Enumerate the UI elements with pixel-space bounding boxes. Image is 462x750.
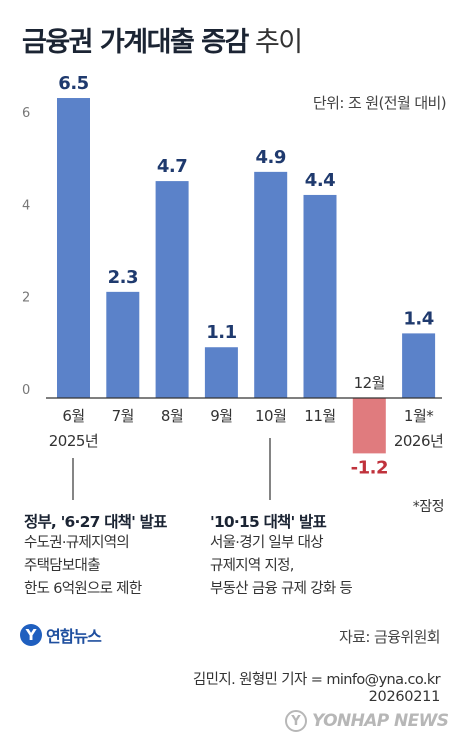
event-line: 주택담보대출 xyxy=(24,558,101,574)
bar xyxy=(155,181,189,398)
event-line: 한도 6억원으로 제한 xyxy=(24,581,142,597)
x-tick-label: 1월* xyxy=(404,407,434,425)
bar-value-label: 1.4 xyxy=(403,308,433,329)
yonhap-logo: Y 연합뉴스 xyxy=(20,622,102,648)
bar-value-label: 4.7 xyxy=(157,156,187,177)
logo-text: 연합뉴스 xyxy=(46,627,102,646)
x-tick-sublabel: 2025년 xyxy=(49,432,98,450)
x-tick-sublabel: 2026년 xyxy=(394,432,443,450)
x-tick-label: 11월 xyxy=(304,407,335,425)
bar xyxy=(303,194,337,398)
bar-value-label: 4.4 xyxy=(305,170,335,191)
bar-value-label: 4.9 xyxy=(256,147,286,168)
event-title-october: '10·15 대책' 발표 xyxy=(210,513,327,531)
title-light: 추이 xyxy=(254,27,303,58)
bar-value-label: -1.2 xyxy=(351,457,388,478)
y-tick-label: 6 xyxy=(22,106,30,121)
bar xyxy=(352,398,386,454)
unit-label: 단위: 조 원(전월 대비) xyxy=(312,94,447,112)
bar xyxy=(57,98,90,399)
y-tick-label: 2 xyxy=(22,291,30,306)
bar xyxy=(204,347,238,398)
bar xyxy=(106,291,140,398)
event-line: 부동산 금융 규제 강화 등 xyxy=(210,581,353,597)
y-tick-label: 0 xyxy=(22,383,30,398)
y-tick-label: 4 xyxy=(22,198,30,213)
x-tick-label: 6월 xyxy=(62,407,84,425)
x-tick-label: 12월 xyxy=(354,374,385,392)
event-line: 수도권·규제지역의 xyxy=(24,535,130,551)
yonhap-logo-icon: Y xyxy=(20,624,42,646)
x-tick-label: 8월 xyxy=(161,407,183,425)
bar-value-label: 2.3 xyxy=(108,267,138,288)
x-tick-label: 7월 xyxy=(112,407,134,425)
event-body-october: 서울·경기 일부 대상 규제지역 지정, 부동산 금융 규제 강화 등 xyxy=(210,532,353,601)
page-title: 금융권 가계대출 증감 추이 xyxy=(22,20,303,59)
x-tick-label: 9월 xyxy=(210,407,232,425)
watermark-logo-icon: Y xyxy=(285,710,307,732)
event-body-june: 수도권·규제지역의 주택담보대출 한도 6억원으로 제한 xyxy=(24,532,142,601)
event-line: 서울·경기 일부 대상 xyxy=(210,535,324,551)
date-stamp: 20260211 xyxy=(368,689,441,705)
watermark-text: YONHAP NEWS xyxy=(312,711,449,731)
event-line: 규제지역 지정, xyxy=(210,558,294,574)
bar xyxy=(402,333,436,398)
watermark: Y YONHAP NEWS xyxy=(285,708,449,734)
credit-line: 김민지. 원형민 기자 = minfo@yna.co.kr xyxy=(192,672,441,688)
bar-value-label: 1.1 xyxy=(206,322,236,343)
provisional-note: *잠정 xyxy=(412,499,445,515)
bar xyxy=(254,171,288,398)
source-label: 자료: 금융위원회 xyxy=(338,628,441,646)
event-title-june: 정부, '6·27 대책' 발표 xyxy=(24,513,167,531)
bar-value-label: 6.5 xyxy=(58,73,88,94)
x-tick-label: 10월 xyxy=(255,407,286,425)
title-main: 금융권 가계대출 증감 xyxy=(22,27,249,58)
